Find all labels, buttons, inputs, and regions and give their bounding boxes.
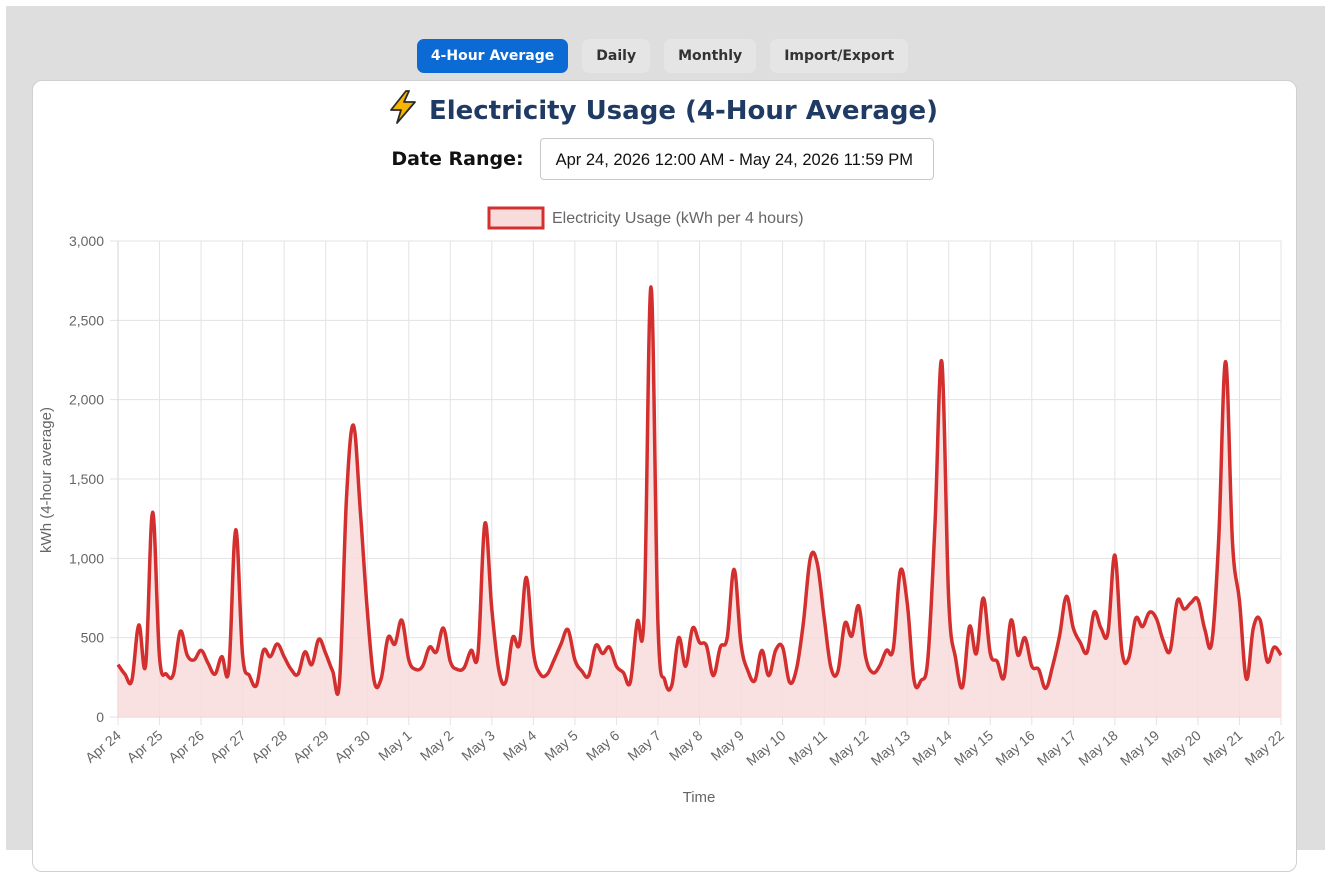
date-range-row: Date Range: Apr 24, 2026 12:00 AM - May …	[0, 138, 1325, 180]
view-tabs: 4-Hour Average Daily Monthly Import/Expo…	[0, 39, 1325, 73]
x-tick-label: May 21	[1200, 727, 1246, 769]
x-tick-label: May 8	[666, 727, 706, 764]
x-tick-label: May 15	[951, 727, 997, 769]
x-tick-label: Apr 24	[82, 727, 124, 766]
x-tick-label: May 9	[707, 727, 747, 764]
x-tick-label: May 5	[541, 727, 581, 764]
y-tick-label: 3,000	[69, 233, 104, 249]
x-axis-title: Time	[683, 789, 716, 806]
x-tick-label: May 4	[500, 727, 540, 764]
y-axis-ticks: 0 500 1,000 1,500 2,000 2,500 3,000	[69, 233, 104, 725]
y-tick-label: 2,000	[69, 392, 104, 408]
usage-series-line	[116, 285, 1283, 696]
x-tick-label: May 6	[583, 727, 623, 764]
x-tick-label: May 10	[743, 727, 789, 769]
x-tick-label: Apr 29	[290, 727, 332, 766]
x-tick-label: May 17	[1034, 727, 1080, 769]
legend-swatch	[487, 206, 545, 230]
date-range-label: Date Range:	[391, 148, 524, 170]
chart-legend: Electricity Usage (kWh per 4 hours)	[487, 206, 804, 230]
x-tick-label: Apr 30	[331, 727, 373, 766]
legend-label: Electricity Usage (kWh per 4 hours)	[552, 210, 804, 227]
page-title: Electricity Usage (4-Hour Average)	[0, 90, 1325, 131]
x-tick-label: Apr 25	[124, 727, 166, 766]
x-tick-label: Apr 27	[207, 727, 249, 766]
x-tick-label: May 7	[624, 727, 664, 764]
page-title-text: Electricity Usage (4-Hour Average)	[428, 95, 939, 126]
x-tick-label: May 1	[375, 727, 415, 764]
tab-monthly[interactable]: Monthly	[664, 39, 757, 73]
x-tick-label: May 22	[1241, 727, 1287, 769]
x-tick-label: May 3	[458, 727, 498, 764]
y-tick-label: 0	[96, 709, 104, 725]
x-tick-label: May 11	[785, 727, 830, 768]
x-tick-label: May 2	[417, 727, 457, 764]
y-tick-label: 2,500	[69, 312, 104, 328]
x-tick-label: May 20	[1158, 727, 1204, 769]
y-axis-title: kWh (4-hour average)	[38, 407, 55, 553]
usage-area-fill	[118, 286, 1281, 717]
tab-daily[interactable]: Daily	[582, 39, 651, 73]
y-tick-label: 1,000	[69, 550, 104, 566]
x-tick-label: May 18	[1075, 727, 1121, 769]
y-tick-label: 500	[81, 630, 105, 646]
tab-import-export[interactable]: Import/Export	[770, 39, 909, 73]
x-tick-label: May 13	[868, 727, 914, 769]
x-tick-label: May 12	[826, 727, 872, 769]
lightning-bolt-icon	[387, 90, 419, 131]
x-tick-label: May 14	[909, 727, 955, 769]
tab-4-hour-average[interactable]: 4-Hour Average	[416, 39, 569, 73]
x-tick-label: May 19	[1117, 727, 1163, 769]
x-tick-label: Apr 28	[248, 727, 290, 766]
x-axis-ticks: Apr 24 Apr 25 Apr 26 Apr 27 Apr 28 Apr 29 Apr …	[82, 727, 1287, 769]
x-tick-label: May 16	[992, 727, 1038, 769]
y-tick-label: 1,500	[69, 471, 104, 487]
x-tick-label: Apr 26	[165, 727, 207, 766]
date-range-input[interactable]: Apr 24, 2026 12:00 AM - May 24, 2026 11:…	[539, 138, 934, 180]
